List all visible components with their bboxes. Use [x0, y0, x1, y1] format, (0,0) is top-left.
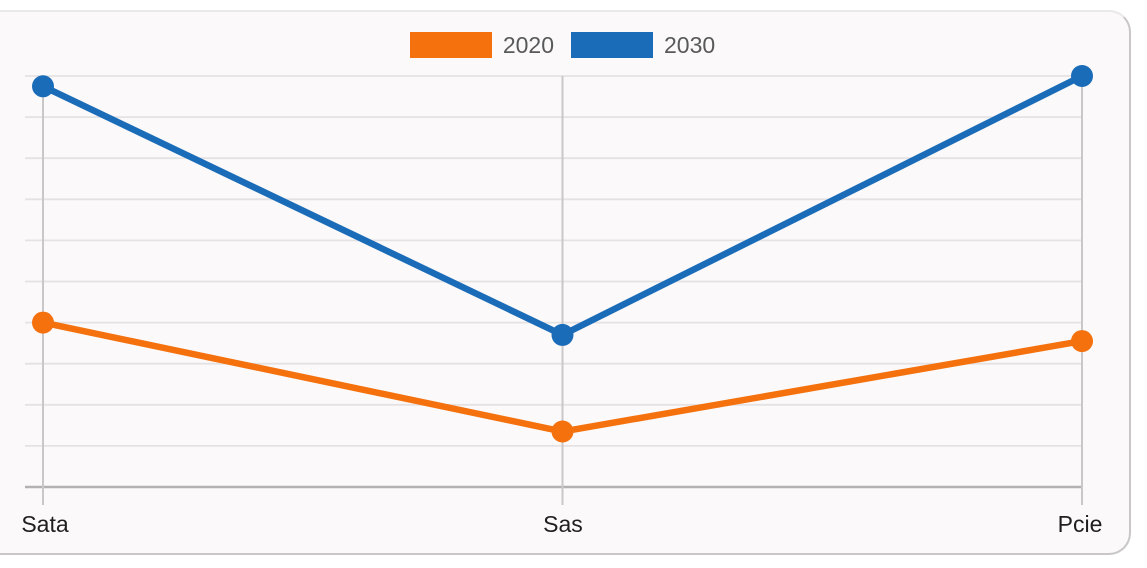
data-point-2030-sata: [32, 75, 54, 98]
legend-swatch-2020: [409, 32, 492, 58]
x-axis-label-sas: Sas: [543, 511, 583, 537]
x-axis-label-pcie: Pcie: [1058, 511, 1103, 537]
legend-item-2030[interactable]: 2030: [571, 32, 715, 58]
data-point-2030-pcie: [1071, 65, 1093, 87]
legend-item-2020[interactable]: 2020: [409, 32, 554, 58]
chart-card: [0, 10, 1131, 555]
data-point-2020-sas: [551, 420, 574, 443]
legend-label-2020: 2020: [502, 32, 554, 58]
data-point-2020-pcie: [1071, 330, 1093, 353]
chart-legend: 2020 2030: [0, 32, 1125, 58]
legend-swatch-2030: [571, 32, 653, 58]
data-point-2030-sas: [551, 323, 574, 346]
data-point-2020-sata: [32, 311, 54, 334]
legend-label-2030: 2030: [664, 32, 716, 58]
x-axis-label-sata: Sata: [21, 511, 69, 537]
